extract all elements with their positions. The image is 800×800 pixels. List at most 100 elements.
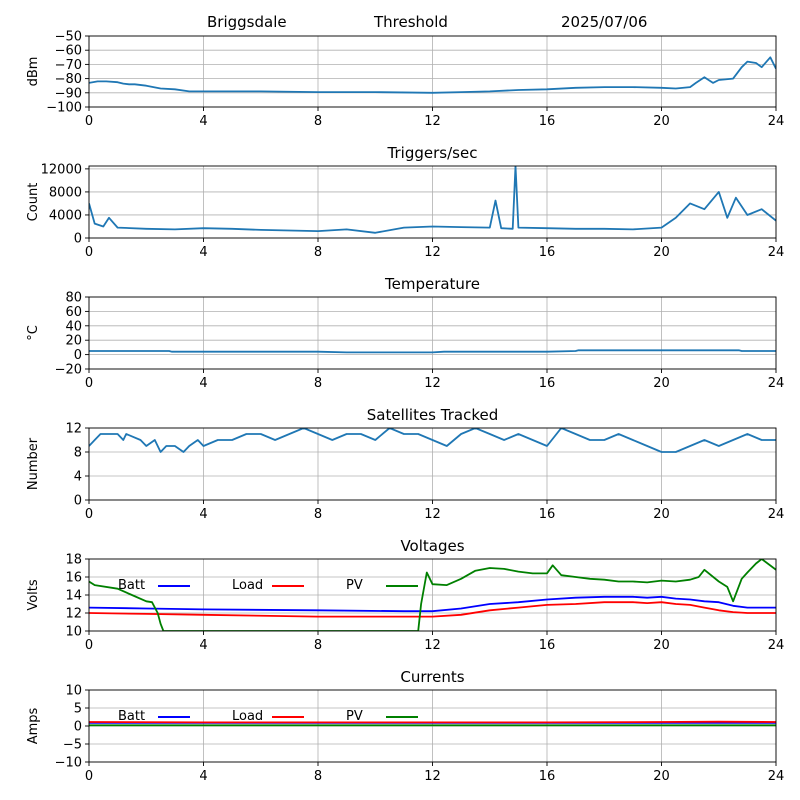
y-tick-label: 8 xyxy=(74,446,82,461)
y-tick-label: 12000 xyxy=(41,162,82,177)
chart-panel-5: 0 4 8 12 16 20 24 10 12 14 16 18 Voltages Volts Batt Lo… xyxy=(26,537,784,653)
x-tick-label: 24 xyxy=(768,245,785,260)
series-line-pv xyxy=(89,559,776,631)
legend-label-pv: PV xyxy=(346,578,363,593)
y-tick-label: −100 xyxy=(46,101,82,116)
x-tick-label: 24 xyxy=(768,507,785,522)
plot-frame xyxy=(88,296,777,370)
y-tick-label: 16 xyxy=(65,571,82,586)
x-tick-label: 12 xyxy=(424,769,441,784)
y-tick-label: −5 xyxy=(63,738,82,753)
y-tick-label: 4 xyxy=(74,470,82,485)
y-axis-label: Amps xyxy=(26,707,41,744)
chart-title: Currents xyxy=(400,668,464,686)
y-axis-label: °C xyxy=(26,325,41,341)
x-tick-label: 20 xyxy=(653,114,670,129)
chart-title: Satellites Tracked xyxy=(367,406,498,424)
y-tick-label: 40 xyxy=(65,319,82,334)
y-tick-label: −70 xyxy=(55,58,82,73)
y-tick-label: 0 xyxy=(74,720,82,735)
x-tick-label: 16 xyxy=(539,376,556,391)
x-tick-label: 4 xyxy=(199,245,207,260)
y-tick-label: 0 xyxy=(74,494,82,509)
x-tick-label: 16 xyxy=(539,114,556,129)
x-tick-label: 0 xyxy=(85,245,93,260)
x-tick-label: 16 xyxy=(539,507,556,522)
y-tick-label: −60 xyxy=(55,44,82,59)
chart-panel-2: 0 4 8 12 16 20 24 0 4000 8000 12000 Triggers/sec Cou… xyxy=(26,144,784,260)
chart-panel-1: 0 4 8 12 16 20 24 −100−90−80−70−60−50 dBm xyxy=(26,30,784,130)
x-tick-label: 8 xyxy=(314,769,322,784)
x-tick-label: 20 xyxy=(653,638,670,653)
x-tick-label: 0 xyxy=(85,376,93,391)
legend-label-load: Load xyxy=(232,578,263,593)
x-tick-label: 12 xyxy=(424,245,441,260)
x-tick-label: 8 xyxy=(314,114,322,129)
chart-panel-4: 0 4 8 12 16 20 24 0 4 8 12 Satellites Tracked Number xyxy=(26,406,784,522)
legend-label-load: Load xyxy=(232,709,263,724)
x-tick-label: 24 xyxy=(768,769,785,784)
plot-frame xyxy=(88,35,777,108)
series-line-load xyxy=(89,720,776,724)
x-tick-label: 24 xyxy=(768,114,785,129)
y-tick-label: −50 xyxy=(55,30,82,45)
x-tick-label: 4 xyxy=(199,638,207,653)
series-line-batt xyxy=(89,595,776,613)
legend-label-pv: PV xyxy=(346,709,363,724)
x-tick-label: 8 xyxy=(314,638,322,653)
x-tick-label: 20 xyxy=(653,245,670,260)
legend-label-batt: Batt xyxy=(118,578,145,593)
series-group xyxy=(89,720,776,727)
y-tick-label: 12 xyxy=(65,607,82,622)
y-tick-label: 0 xyxy=(74,348,82,363)
header-date: 2025/07/06 xyxy=(561,13,647,31)
x-tick-label: 0 xyxy=(85,638,93,653)
x-tick-label: 12 xyxy=(424,507,441,522)
x-tick-label: 8 xyxy=(314,507,322,522)
y-tick-label: 18 xyxy=(65,553,82,568)
x-tick-label: 0 xyxy=(85,769,93,784)
x-tick-label: 4 xyxy=(199,114,207,129)
y-tick-label: 12 xyxy=(65,422,82,437)
chart-title: Triggers/sec xyxy=(387,144,478,162)
x-tick-label: 16 xyxy=(539,245,556,260)
y-tick-label: 8000 xyxy=(49,185,82,200)
y-axis-label: dBm xyxy=(26,57,41,87)
y-tick-label: 4000 xyxy=(49,208,82,223)
x-tick-label: 12 xyxy=(424,114,441,129)
x-tick-label: 20 xyxy=(653,507,670,522)
series-line-1 xyxy=(89,166,776,234)
y-tick-label: −80 xyxy=(55,72,82,87)
x-tick-label: 4 xyxy=(199,376,207,391)
x-tick-label: 8 xyxy=(314,245,322,260)
header-label: Threshold xyxy=(373,13,448,31)
y-tick-label: 14 xyxy=(65,589,82,604)
plot-frame xyxy=(88,558,777,632)
x-tick-label: 20 xyxy=(653,376,670,391)
series-line-1 xyxy=(89,56,776,94)
y-axis-label: Count xyxy=(26,183,41,222)
chart-title: Voltages xyxy=(400,537,464,555)
y-tick-label: 60 xyxy=(65,305,82,320)
y-tick-label: −90 xyxy=(55,86,82,101)
plot-frame xyxy=(88,689,777,763)
series-line-1 xyxy=(89,349,776,354)
plot-frame xyxy=(88,165,777,239)
series-group xyxy=(89,559,776,631)
x-tick-label: 12 xyxy=(424,638,441,653)
series-group xyxy=(89,428,776,453)
series-group xyxy=(89,56,776,94)
x-tick-label: 8 xyxy=(314,376,322,391)
x-tick-label: 0 xyxy=(85,114,93,129)
plot-frame xyxy=(88,427,777,501)
chart-title: Temperature xyxy=(384,275,480,293)
y-tick-label: 10 xyxy=(65,625,82,640)
y-axis-label: Number xyxy=(26,437,41,490)
series-line-load xyxy=(89,601,776,618)
x-tick-label: 20 xyxy=(653,769,670,784)
x-tick-label: 4 xyxy=(199,769,207,784)
x-tick-label: 16 xyxy=(539,638,556,653)
